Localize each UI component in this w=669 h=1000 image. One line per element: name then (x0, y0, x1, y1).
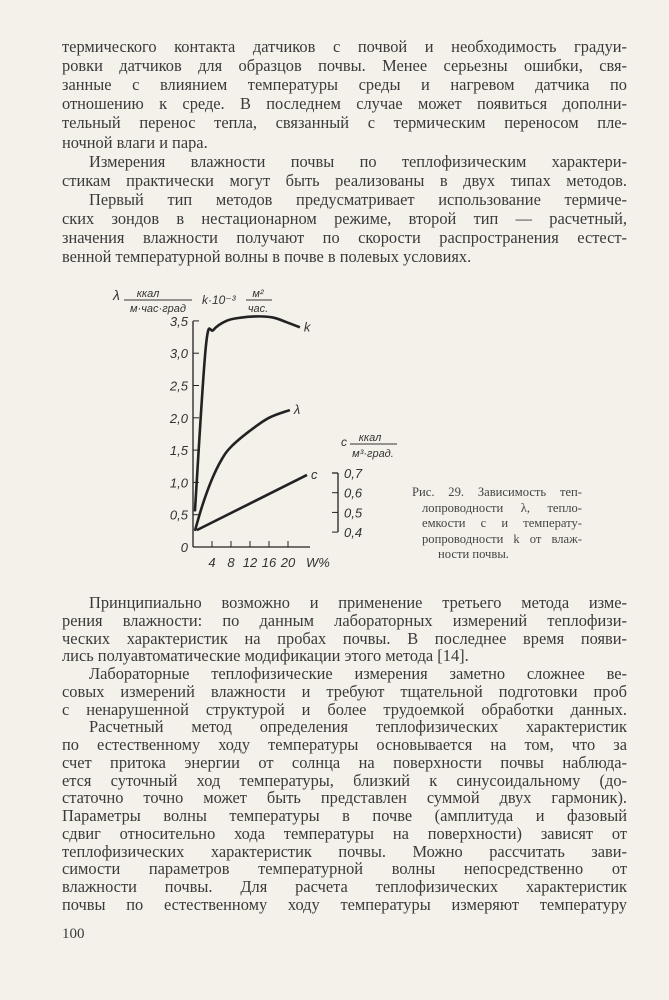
caption-line: ропроводности k от влаж- (422, 531, 582, 546)
series-lambda-line (193, 408, 291, 532)
left-tick-label: 0,5 (170, 508, 189, 523)
right-tick-label: 0,4 (344, 525, 362, 540)
left-axis-label: λ ккал м·час·град (112, 287, 192, 315)
x-tick-label: 16 (262, 555, 277, 570)
text-line: влажности почвы. Для расчета теплофизиче… (62, 877, 627, 896)
left-tick-label: 3,5 (170, 314, 189, 329)
page-number: 100 (62, 926, 85, 942)
series-label: λ (293, 402, 300, 417)
text-line: ровки датчиков для образцов почвы. Менее… (62, 56, 627, 76)
k-axis-label: k·10⁻³ м² час. (202, 288, 272, 315)
x-tick-label: 4 (208, 555, 215, 570)
left-tick-label: 1,0 (170, 475, 189, 490)
caption-line: Рис. 29. Зависимость теп- (412, 485, 582, 499)
text-line: лись полуавтоматические модификации этог… (62, 646, 469, 666)
text-line: почвы по естественному ходу температуры … (62, 894, 627, 914)
text-line: Принципиально возможно и применение трет… (89, 593, 627, 612)
text-line: тельный перенос тепла, связанный с терми… (62, 113, 627, 133)
right-tick-label: 0,7 (344, 466, 363, 481)
svg-text:ккал: ккал (359, 432, 382, 444)
text-line: Лабораторные теплофизические измерения з… (89, 664, 627, 683)
text-line: ских зондов в нестационарном режиме, вто… (62, 208, 627, 228)
text-line: по естественному ходу температуры основы… (62, 735, 627, 754)
svg-text:м²: м² (252, 288, 264, 300)
x-tick-label: 20 (280, 555, 296, 570)
text-line: счет притока энергии от солнца на поверх… (62, 752, 627, 772)
text-line: Измерения влажности почвы по теплофизиче… (89, 151, 627, 171)
svg-text:ккал: ккал (137, 288, 160, 300)
left-tick-label: 3,0 (170, 346, 189, 361)
left-tick-label: 2,0 (169, 411, 189, 426)
left-tick-label: 1,5 (170, 443, 189, 458)
text-line: Параметры волны температуры в почве (амп… (62, 806, 627, 825)
x-tick-label: 8 (227, 555, 235, 570)
caption-line: ности почвы. (438, 547, 509, 561)
text-line: ется суточный ход температуры, близкий к… (62, 770, 627, 790)
series-label: k (304, 319, 312, 334)
svg-text:м·час·град: м·час·град (130, 303, 186, 315)
left-tick-label: 2,5 (169, 379, 189, 394)
svg-text:c: c (341, 435, 347, 449)
svg-text:k·10⁻³: k·10⁻³ (202, 293, 237, 307)
series-label: c (311, 467, 318, 482)
text-line: отношению к среде. В последнем случае мо… (62, 94, 627, 114)
right-axis-label: c ккал м³·град. (341, 432, 397, 460)
text-line: теплофизических характеристик почвы. Мож… (62, 841, 627, 861)
svg-text:λ: λ (112, 287, 120, 303)
text-line: симости параметров температурной волны н… (62, 859, 627, 879)
text-line: занные с влиянием температуры среды и на… (62, 75, 627, 95)
text-line: Расчетный метод определения теплофизичес… (89, 717, 627, 737)
caption-line: лопроводности λ, тепло- (422, 500, 582, 515)
series-c-line (196, 473, 308, 532)
svg-text:час.: час. (248, 303, 268, 315)
x-axis-label: W% (306, 555, 330, 570)
right-tick-label: 0,6 (344, 486, 363, 501)
x-tick-label: 12 (243, 555, 258, 570)
text-line: с ненарушенной структурой и более трудое… (62, 699, 627, 719)
right-tick-label: 0,5 (344, 505, 363, 520)
text-line: термического контакта датчиков с почвой … (62, 37, 627, 56)
text-line: стикам практически могут быть реализован… (62, 170, 627, 190)
left-tick-label: 0 (181, 540, 189, 555)
caption-line: емкости c и температу- (422, 516, 582, 530)
svg-text:м³·град.: м³·град. (352, 448, 394, 460)
text-line: совых измерений влажности и требуют тщат… (62, 681, 627, 701)
text-line: значения влажности получают по скорости … (62, 228, 627, 247)
text-line: ночной влаги и пара. (62, 132, 208, 152)
text-line: ческих характеристик на пробах почвы. В … (62, 628, 627, 648)
series-k-line (193, 315, 301, 512)
text-line: венной температурной волны в почве в пол… (62, 247, 472, 267)
text-line: сдвиг относительно хода температуры на п… (62, 823, 627, 843)
text-line: рения влажности: по данным лабораторных … (62, 610, 627, 630)
text-line: Первый тип методов предусматривает испол… (89, 189, 627, 209)
text-line: статочно точно может быть представлен су… (62, 788, 627, 808)
